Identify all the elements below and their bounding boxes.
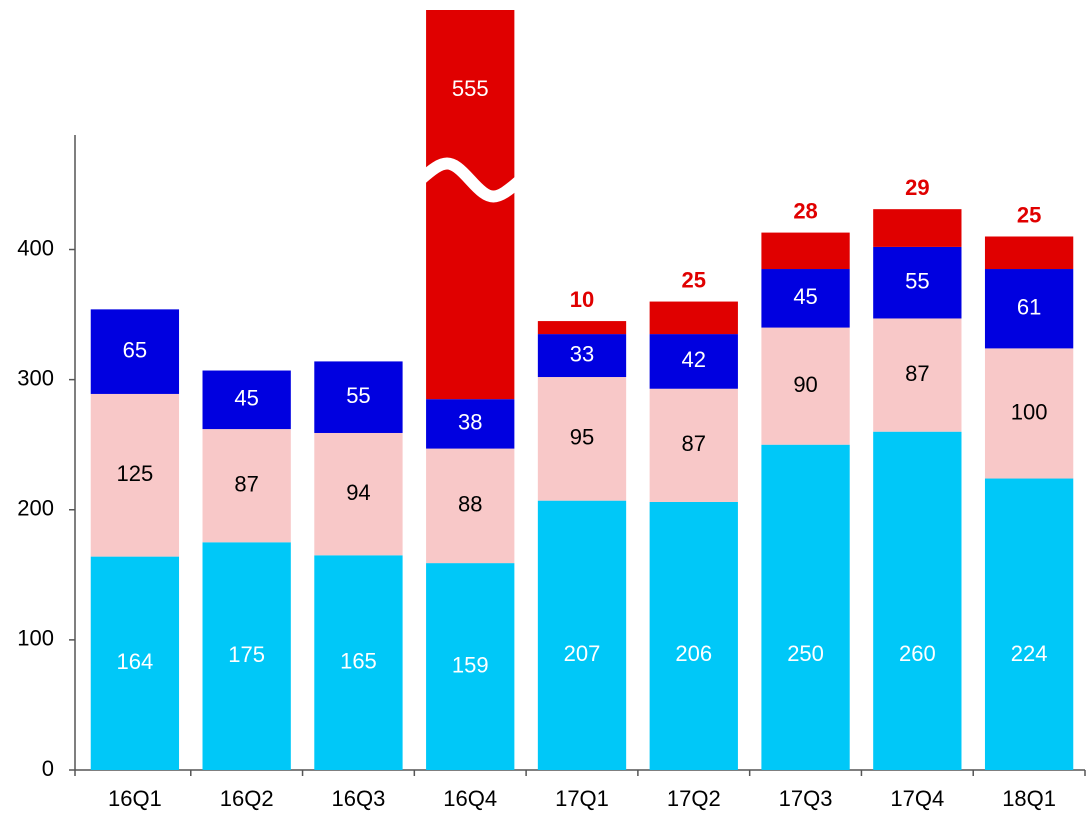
value-label: 164 <box>117 649 154 674</box>
bar-segment <box>537 500 627 770</box>
bar-segment <box>426 448 515 564</box>
value-label: 45 <box>793 284 817 309</box>
value-label: 224 <box>1011 641 1048 666</box>
value-label: 87 <box>682 431 706 456</box>
y-tick-label: 200 <box>17 496 54 521</box>
bar-segment <box>202 429 291 543</box>
value-label: 55 <box>905 269 929 294</box>
value-label: 94 <box>346 480 370 505</box>
x-tick-label: 17Q4 <box>890 786 944 811</box>
x-tick-label: 17Q2 <box>667 786 721 811</box>
value-label: 207 <box>564 641 601 666</box>
value-label: 42 <box>682 347 706 372</box>
value-label: 250 <box>787 641 824 666</box>
axis-break <box>416 157 525 203</box>
value-label: 165 <box>340 648 377 673</box>
x-tick-label: 16Q4 <box>443 786 497 811</box>
y-tick-label: 0 <box>42 756 54 781</box>
value-label: 87 <box>905 361 929 386</box>
bar-segment <box>426 563 515 770</box>
bar-segment <box>537 377 627 501</box>
bar-segment <box>426 10 515 400</box>
bar-segment <box>649 301 738 335</box>
bar-segment <box>649 388 738 502</box>
value-label: 65 <box>123 337 147 362</box>
bar-segment <box>537 334 627 378</box>
x-tick-label: 16Q3 <box>332 786 386 811</box>
value-label: 555 <box>452 76 489 101</box>
value-label: 55 <box>346 383 370 408</box>
value-label: 206 <box>675 641 712 666</box>
value-label: 125 <box>117 461 154 486</box>
bar-segment <box>537 321 627 335</box>
bar-segment <box>761 269 850 328</box>
x-tick-label: 16Q2 <box>220 786 274 811</box>
bar-segment <box>761 232 850 270</box>
bar-segment <box>314 432 403 556</box>
value-label: 28 <box>793 198 817 223</box>
bar-segment <box>873 209 962 247</box>
bar-segment <box>873 318 962 432</box>
bar-segment <box>761 444 850 770</box>
value-label: 100 <box>1011 399 1048 424</box>
x-tick-label: 17Q3 <box>779 786 833 811</box>
y-tick-label: 400 <box>17 235 54 260</box>
bar-segment <box>649 334 738 389</box>
bar-segment <box>314 555 403 770</box>
x-tick-label: 16Q1 <box>108 786 162 811</box>
value-label: 159 <box>452 652 489 677</box>
bar-segment <box>984 348 1074 479</box>
bar-segment <box>649 501 738 770</box>
bar-segment <box>314 361 403 433</box>
value-label: 25 <box>682 267 706 292</box>
bar-segment <box>202 542 291 770</box>
value-label: 90 <box>793 372 817 397</box>
bar-segment <box>90 393 180 557</box>
value-label: 38 <box>458 410 482 435</box>
bar-segment <box>984 269 1074 349</box>
y-tick-label: 100 <box>17 626 54 651</box>
bar-segment <box>761 327 850 445</box>
bar-segment <box>90 309 180 394</box>
value-label: 61 <box>1017 295 1041 320</box>
bar-segment <box>873 246 962 319</box>
value-label: 95 <box>570 425 594 450</box>
value-label: 33 <box>570 341 594 366</box>
bar-segment <box>984 478 1074 770</box>
value-label: 88 <box>458 492 482 517</box>
bar-segment <box>873 431 962 770</box>
value-label: 29 <box>905 175 929 200</box>
bar-segment <box>984 236 1074 270</box>
x-tick-label: 18Q1 <box>1002 786 1056 811</box>
bar-segment <box>202 370 291 430</box>
bar-segment <box>90 556 180 770</box>
value-label: 45 <box>234 386 258 411</box>
value-label: 25 <box>1017 202 1041 227</box>
value-label: 175 <box>228 642 265 667</box>
y-tick-label: 300 <box>17 365 54 390</box>
bar-segment <box>426 399 515 449</box>
x-tick-label: 17Q1 <box>555 786 609 811</box>
value-label: 10 <box>570 287 594 312</box>
value-label: 87 <box>234 471 258 496</box>
value-label: 260 <box>899 641 936 666</box>
